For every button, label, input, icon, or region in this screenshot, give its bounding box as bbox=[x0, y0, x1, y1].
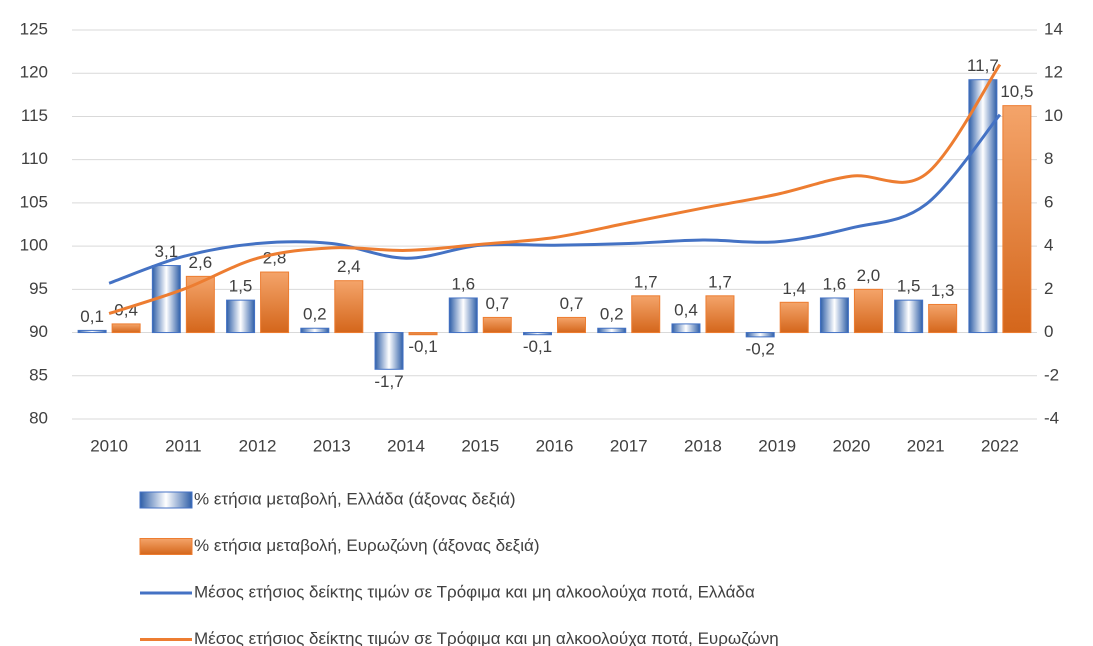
y-tick-label: 95 bbox=[29, 279, 48, 298]
data-label: 1,5 bbox=[229, 277, 253, 296]
y-tick-label: 125 bbox=[20, 19, 48, 38]
data-label: 2,0 bbox=[857, 266, 881, 285]
bar bbox=[557, 316, 586, 334]
bar bbox=[482, 316, 512, 334]
y2-tick-label: 8 bbox=[1044, 149, 1053, 168]
bar bbox=[448, 297, 478, 334]
y2-tick-label: 0 bbox=[1044, 322, 1053, 341]
bar bbox=[745, 332, 775, 338]
legend-label: % ετήσια μεταβολή, Ελλάδα (άξονας δεξιά) bbox=[194, 489, 516, 508]
bar bbox=[853, 288, 883, 334]
data-label: -0,1 bbox=[408, 337, 437, 356]
bar bbox=[819, 297, 849, 334]
x-tick-label: 2019 bbox=[758, 436, 796, 455]
bar bbox=[151, 265, 181, 334]
bar bbox=[260, 271, 290, 334]
data-label: 1,3 bbox=[931, 281, 955, 300]
data-label: 0,7 bbox=[560, 294, 584, 313]
data-label: 1,6 bbox=[823, 274, 847, 293]
data-label: 10,5 bbox=[1000, 82, 1033, 101]
y2-tick-label: -2 bbox=[1044, 365, 1059, 384]
x-tick-label: 2011 bbox=[165, 436, 202, 455]
y-tick-label: 105 bbox=[20, 192, 48, 211]
data-label: 0,2 bbox=[303, 305, 327, 324]
bar bbox=[1002, 105, 1032, 334]
y2-tick-label: 2 bbox=[1044, 279, 1053, 298]
bar bbox=[631, 295, 661, 334]
bar bbox=[928, 303, 958, 334]
bar bbox=[968, 79, 998, 334]
data-label: 2,4 bbox=[337, 257, 361, 276]
data-label: 1,7 bbox=[634, 272, 658, 291]
y-tick-label: 90 bbox=[29, 322, 48, 341]
data-label: 0,1 bbox=[80, 307, 104, 326]
line bbox=[108, 113, 1002, 285]
y-tick-label: 115 bbox=[21, 106, 48, 125]
bar bbox=[894, 299, 924, 334]
bar bbox=[77, 329, 107, 334]
data-label: 0,7 bbox=[485, 294, 509, 313]
data-label: 1,6 bbox=[451, 274, 475, 293]
bar bbox=[374, 332, 404, 370]
y-tick-label: 100 bbox=[20, 236, 48, 255]
y2-tick-label: -4 bbox=[1044, 408, 1059, 427]
bar bbox=[111, 323, 141, 334]
y-tick-label: 110 bbox=[21, 149, 48, 168]
y-tick-label: 120 bbox=[20, 63, 48, 82]
bar bbox=[300, 327, 330, 334]
legend-label: Μέσος ετήσιος δείκτης τιμών σε Τρόφιμα κ… bbox=[194, 629, 779, 646]
y-tick-label: 85 bbox=[29, 365, 48, 384]
x-tick-label: 2021 bbox=[907, 436, 945, 455]
y2-tick-label: 10 bbox=[1044, 106, 1063, 125]
bar bbox=[523, 332, 552, 336]
data-label: 0,2 bbox=[600, 305, 624, 324]
data-label: 1,7 bbox=[708, 272, 732, 291]
bar bbox=[408, 332, 438, 336]
data-label: 1,4 bbox=[782, 279, 806, 298]
legend-label: % ετήσια μεταβολή, Ευρωζώνη (άξονας δεξι… bbox=[194, 536, 540, 555]
bar bbox=[226, 299, 256, 334]
x-tick-label: 2018 bbox=[684, 436, 722, 455]
bar bbox=[334, 280, 364, 334]
data-label: 3,1 bbox=[155, 242, 179, 261]
legend-swatch bbox=[139, 538, 193, 555]
x-tick-label: 2014 bbox=[387, 436, 425, 455]
data-label: -0,1 bbox=[523, 337, 552, 356]
data-label: 11,7 bbox=[967, 56, 999, 75]
x-tick-label: 2017 bbox=[610, 436, 648, 455]
line bbox=[108, 63, 1002, 315]
data-label: -0,2 bbox=[746, 339, 775, 358]
bar bbox=[597, 327, 627, 334]
x-tick-label: 2022 bbox=[981, 436, 1019, 455]
x-tick-label: 2010 bbox=[90, 436, 128, 455]
x-tick-label: 2015 bbox=[461, 436, 499, 455]
y-tick-label: 80 bbox=[29, 408, 48, 427]
y2-tick-label: 6 bbox=[1044, 192, 1053, 211]
legend-label: Μέσος ετήσιος δείκτης τιμών σε Τρόφιμα κ… bbox=[194, 582, 755, 601]
x-tick-label: 2016 bbox=[536, 436, 574, 455]
bar bbox=[185, 275, 215, 334]
bar bbox=[779, 301, 809, 334]
x-tick-label: 2020 bbox=[833, 436, 871, 455]
x-tick-label: 2012 bbox=[239, 436, 277, 455]
x-tick-label: 2013 bbox=[313, 436, 351, 455]
data-label: 2,6 bbox=[189, 253, 213, 272]
y2-tick-label: 14 bbox=[1044, 19, 1063, 38]
bar bbox=[671, 323, 701, 334]
y2-tick-label: 12 bbox=[1044, 63, 1063, 82]
legend-swatch bbox=[139, 491, 193, 509]
data-label: 1,5 bbox=[897, 277, 921, 296]
y2-tick-label: 4 bbox=[1044, 236, 1053, 255]
data-label: 0,4 bbox=[674, 300, 698, 319]
data-label: -1,7 bbox=[374, 372, 403, 391]
bar bbox=[705, 295, 735, 334]
